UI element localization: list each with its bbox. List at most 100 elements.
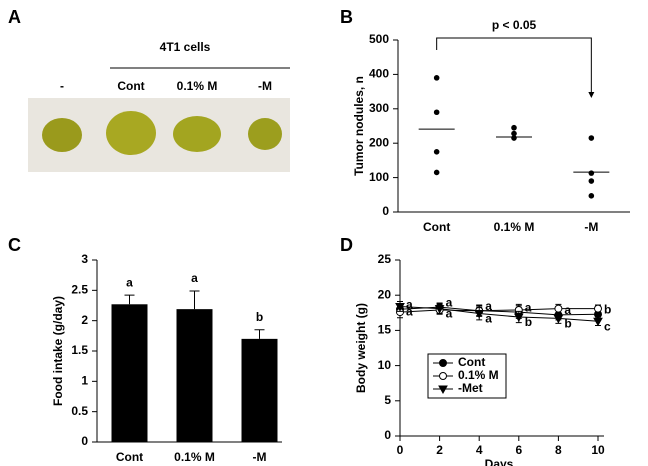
dot bbox=[588, 170, 595, 176]
marker bbox=[554, 304, 563, 313]
lane-label: - bbox=[60, 79, 64, 93]
y-tick-label: 500 bbox=[369, 32, 389, 46]
significance-letter: a bbox=[446, 307, 453, 321]
dot bbox=[511, 135, 517, 141]
series-line bbox=[399, 308, 598, 313]
significance-letter: b bbox=[564, 317, 571, 331]
significance-letter: a bbox=[406, 305, 413, 319]
dot bbox=[433, 169, 440, 176]
x-tick-label: Cont bbox=[116, 450, 143, 464]
y-tick-label: 0.5 bbox=[71, 404, 88, 418]
y-tick-label: 1.5 bbox=[71, 343, 88, 357]
y-tick-label: 2.5 bbox=[71, 283, 88, 297]
lung bbox=[248, 118, 282, 150]
legend-label: -Met bbox=[458, 381, 483, 395]
y-axis-label: Tumor nodules, n bbox=[352, 76, 366, 176]
significance-letter: a bbox=[126, 275, 133, 289]
y-tick-label: 300 bbox=[369, 101, 389, 115]
significance-letter: a bbox=[564, 303, 571, 317]
y-tick-label: 0 bbox=[384, 428, 391, 442]
error-bar bbox=[254, 329, 265, 339]
legend-label: Cont bbox=[458, 355, 485, 369]
lung bbox=[106, 111, 156, 155]
error-bar bbox=[124, 294, 135, 305]
lane-label: Cont bbox=[117, 79, 144, 93]
y-axis-label: Body weight (g) bbox=[354, 303, 368, 393]
marker bbox=[553, 314, 564, 324]
y-tick-label: 0 bbox=[382, 204, 389, 218]
bar bbox=[241, 338, 278, 442]
legend-marker bbox=[438, 385, 448, 395]
x-tick-label: -M bbox=[253, 450, 267, 464]
significance-letter: a bbox=[446, 295, 453, 309]
lung bbox=[42, 118, 82, 152]
significance-letter: a bbox=[191, 271, 198, 285]
dot bbox=[588, 178, 595, 184]
y-tick-label: 3 bbox=[81, 252, 88, 266]
marker bbox=[434, 305, 445, 314]
x-tick-label: 10 bbox=[591, 443, 605, 457]
panel-label: B bbox=[340, 7, 353, 27]
y-axis-label: Food intake (g/day) bbox=[51, 296, 65, 406]
x-tick-label: -M bbox=[584, 220, 598, 234]
y-tick-label: 2 bbox=[81, 313, 88, 327]
bracket bbox=[436, 37, 592, 96]
y-tick-label: 0 bbox=[81, 434, 88, 448]
marker bbox=[395, 302, 405, 312]
lung bbox=[173, 116, 221, 152]
bar bbox=[111, 304, 148, 442]
y-tick-label: 5 bbox=[384, 393, 391, 407]
y-tick-label: 400 bbox=[369, 67, 389, 81]
significance-letter: b bbox=[604, 302, 611, 316]
error-bar bbox=[189, 290, 200, 310]
x-tick-label: 0 bbox=[397, 443, 404, 457]
significance-letter: b bbox=[525, 315, 532, 329]
legend-marker bbox=[439, 372, 447, 380]
x-tick-label: 2 bbox=[436, 443, 443, 457]
x-tick-label: 0.1% M bbox=[494, 220, 535, 234]
significance-letter: a bbox=[406, 297, 413, 311]
dot bbox=[588, 135, 595, 141]
marker bbox=[513, 313, 524, 323]
y-tick-label: 100 bbox=[369, 170, 389, 184]
y-tick-label: 1 bbox=[81, 374, 88, 388]
panel-label: A bbox=[8, 7, 21, 27]
y-tick-label: 25 bbox=[378, 252, 392, 266]
panel-label: D bbox=[340, 235, 353, 255]
significance-letter: a bbox=[485, 312, 492, 326]
x-tick-label: 4 bbox=[476, 443, 483, 457]
significance-letter: c bbox=[604, 319, 611, 333]
panel-a: 4T1 cells - Cont 0.1% M -M bbox=[28, 40, 290, 172]
dot bbox=[433, 109, 440, 116]
x-tick-label: Cont bbox=[423, 220, 450, 234]
lane-label: -M bbox=[258, 79, 272, 93]
x-tick-label: 8 bbox=[555, 443, 562, 457]
series-line bbox=[399, 306, 599, 316]
y-tick-label: 10 bbox=[378, 358, 392, 372]
y-tick-label: 20 bbox=[378, 287, 392, 301]
x-axis-label: Days bbox=[485, 457, 514, 466]
annotation: p < 0.05 bbox=[492, 18, 537, 32]
series-line bbox=[399, 305, 599, 322]
dot bbox=[433, 75, 440, 81]
y-tick-label: 200 bbox=[369, 135, 389, 149]
x-tick-label: 6 bbox=[515, 443, 522, 457]
significance-letter: b bbox=[256, 310, 263, 324]
bar bbox=[176, 309, 213, 442]
legend-label: 0.1% M bbox=[458, 368, 499, 382]
group-label: 4T1 cells bbox=[160, 40, 211, 54]
marker bbox=[593, 317, 603, 327]
dot bbox=[588, 193, 595, 199]
dot bbox=[511, 130, 517, 137]
y-tick-label: 15 bbox=[378, 323, 392, 337]
dot bbox=[433, 149, 440, 155]
significance-letter: a bbox=[525, 300, 532, 314]
arrowhead bbox=[588, 92, 595, 98]
marker bbox=[474, 310, 485, 319]
dot bbox=[511, 124, 517, 131]
legend-marker bbox=[439, 359, 447, 367]
panel-label: C bbox=[8, 235, 21, 255]
significance-letter: a bbox=[485, 299, 492, 313]
x-tick-label: 0.1% M bbox=[174, 450, 215, 464]
